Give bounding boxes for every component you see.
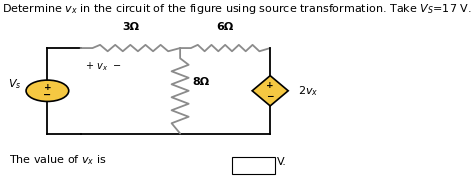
Text: +: +	[266, 80, 274, 90]
Text: + $v_x$  −: + $v_x$ −	[85, 61, 122, 73]
Polygon shape	[252, 76, 288, 106]
FancyBboxPatch shape	[232, 157, 275, 174]
Text: $2v_x$: $2v_x$	[298, 84, 318, 98]
Text: Determine $v_x$ in the circuit of the figure using source transformation. Take $: Determine $v_x$ in the circuit of the fi…	[2, 2, 472, 16]
Text: The value of $v_x$ is: The value of $v_x$ is	[9, 153, 107, 167]
Text: 6Ω: 6Ω	[217, 22, 234, 32]
Text: V.: V.	[277, 157, 287, 167]
Text: +: +	[44, 83, 51, 91]
Text: 3Ω: 3Ω	[122, 22, 139, 32]
Text: −: −	[43, 90, 52, 100]
Ellipse shape	[26, 80, 69, 101]
Text: 8Ω: 8Ω	[192, 77, 209, 87]
Text: −: −	[266, 92, 274, 101]
Text: $V_s$: $V_s$	[8, 77, 21, 91]
